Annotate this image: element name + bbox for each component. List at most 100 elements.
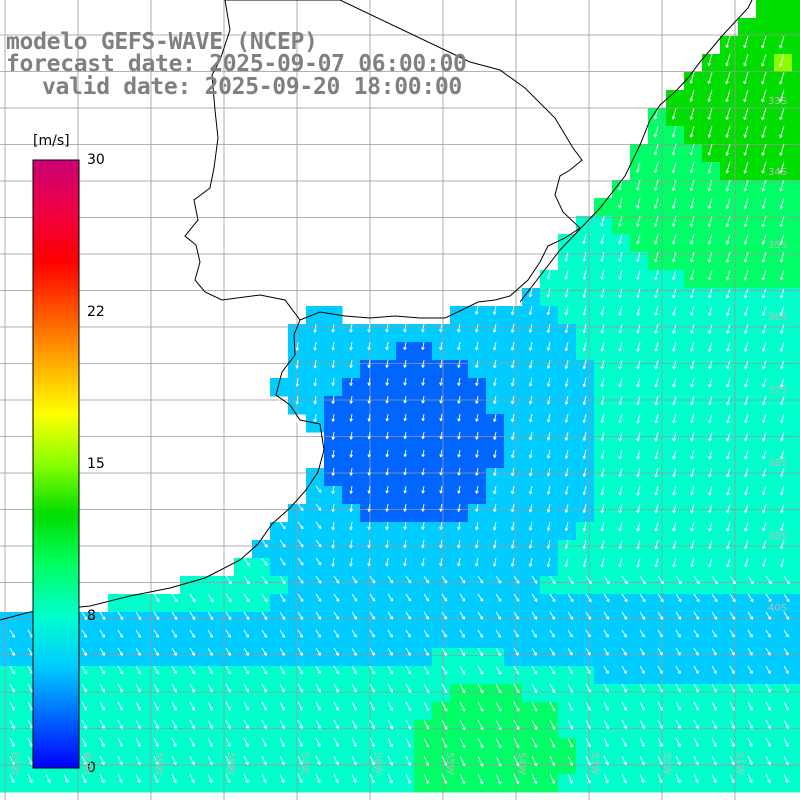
wind-cell <box>324 306 343 325</box>
wind-arrow <box>779 197 785 210</box>
wind-arrow <box>707 179 713 192</box>
wind-cell <box>666 306 685 325</box>
wind-cell <box>738 18 757 37</box>
wind-cell <box>666 558 685 577</box>
wind-arrow <box>459 683 466 694</box>
wind-cell <box>738 378 757 397</box>
wind-arrow <box>725 233 731 245</box>
wind-cell <box>666 360 685 379</box>
wind-cell <box>738 684 757 703</box>
wind-cell <box>738 414 757 433</box>
wind-cell <box>216 738 235 757</box>
wind-cell <box>774 252 793 271</box>
wind-cell <box>360 702 379 721</box>
wind-arrow <box>261 719 267 729</box>
wind-arrow <box>403 341 407 351</box>
wind-cell <box>504 612 523 631</box>
wind-cell <box>270 702 289 721</box>
wind-cell <box>378 414 397 433</box>
wind-arrow <box>618 503 623 514</box>
wind-arrow <box>99 683 105 693</box>
wind-arrow <box>639 629 645 638</box>
wind-cell <box>594 630 613 649</box>
wind-arrow <box>657 575 664 585</box>
wind-cell <box>702 270 721 289</box>
wind-cell <box>576 630 595 649</box>
wind-cell <box>576 396 595 415</box>
wind-arrow <box>549 629 555 638</box>
wind-arrow <box>654 395 659 406</box>
wind-cell <box>486 594 505 613</box>
wind-cell <box>540 612 559 631</box>
wind-cell <box>594 216 613 235</box>
wind-cell <box>792 216 800 235</box>
wind-cell <box>666 774 685 793</box>
wind-cell <box>0 684 19 703</box>
wind-cell <box>558 342 577 361</box>
wind-arrow <box>369 647 375 656</box>
wind-cell <box>630 306 649 325</box>
wind-cell <box>504 720 523 739</box>
wind-arrow <box>351 755 357 765</box>
wind-cell <box>684 648 703 667</box>
wind-cell <box>450 684 469 703</box>
wind-arrow <box>639 773 645 784</box>
wind-arrow <box>349 359 353 369</box>
wind-cell <box>342 450 361 469</box>
wind-arrow <box>457 557 461 567</box>
wind-cell <box>702 144 721 163</box>
wind-cell <box>522 630 541 649</box>
wind-arrow <box>529 431 533 441</box>
wind-cell <box>324 486 343 505</box>
wind-cell <box>702 558 721 577</box>
wind-cell <box>414 504 433 523</box>
wind-arrow <box>671 179 677 192</box>
wind-cell <box>504 396 523 415</box>
wind-arrow <box>600 557 605 568</box>
wind-cell <box>774 540 793 559</box>
wind-arrow <box>117 683 123 693</box>
wind-arrow <box>708 413 713 424</box>
wind-arrow <box>367 395 371 404</box>
wind-arrow <box>511 449 515 459</box>
wind-cell <box>468 306 487 325</box>
wind-cell <box>252 630 271 649</box>
wind-arrow <box>439 449 443 458</box>
wind-cell <box>324 648 343 667</box>
wind-arrow <box>441 593 448 602</box>
wind-cell <box>738 108 757 127</box>
wind-cell <box>792 738 800 757</box>
wind-cell <box>198 612 217 631</box>
wind-cell <box>702 180 721 199</box>
wind-cell <box>54 774 73 793</box>
wind-arrow <box>690 377 695 388</box>
wind-cell <box>216 684 235 703</box>
wind-arrow <box>531 629 537 638</box>
wind-cell <box>396 720 415 739</box>
wind-arrow <box>744 323 749 334</box>
wind-cell <box>666 666 685 685</box>
wind-cell <box>324 342 343 361</box>
wind-cell <box>702 234 721 253</box>
wind-arrow <box>189 755 195 765</box>
wind-arrow <box>351 737 357 747</box>
wind-arrow <box>621 773 627 784</box>
wind-arrow <box>726 395 731 406</box>
wind-arrow <box>636 215 641 227</box>
wind-cell <box>468 342 487 361</box>
wind-cell <box>756 72 775 91</box>
wind-arrow <box>477 737 484 749</box>
wind-cell <box>720 324 739 343</box>
wind-arrow <box>529 413 533 423</box>
wind-cell <box>180 630 199 649</box>
wind-cell <box>594 450 613 469</box>
wind-arrow <box>477 593 484 602</box>
wind-arrow <box>477 665 484 675</box>
wind-arrow <box>765 683 771 693</box>
wind-arrow <box>546 359 551 369</box>
wind-cell <box>684 90 703 109</box>
wind-arrow <box>189 737 195 747</box>
wind-cell <box>594 666 613 685</box>
wind-arrow <box>783 665 789 674</box>
wind-arrow <box>513 611 520 620</box>
